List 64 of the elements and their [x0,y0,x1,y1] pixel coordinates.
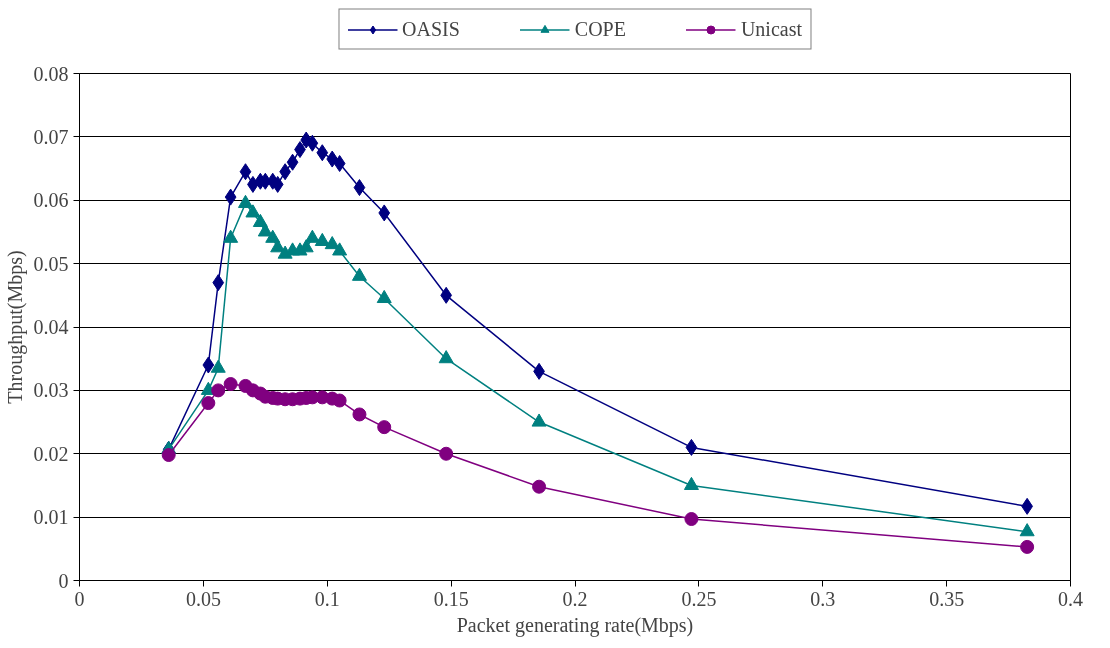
point [304,229,320,243]
y-axis-title: Throughput(Mbps) [3,250,27,404]
y-tick-label: 0.02 [33,442,69,465]
point [211,383,226,398]
legend-label: COPE [574,17,626,41]
point [252,213,268,227]
point [201,396,216,411]
point [332,242,348,256]
point [685,438,698,456]
point [286,153,299,171]
y-tick-label: 0.07 [33,125,69,148]
point [351,267,367,281]
point [314,232,330,246]
x-tick-label: 0.2 [562,587,588,610]
point [245,204,261,218]
legend-label: Unicast [740,17,803,41]
point [224,188,237,206]
x-tick-label: 0.3 [810,587,836,610]
point [684,512,699,527]
x-tick-label: 0.35 [929,587,965,610]
point [1019,523,1035,537]
x-tick-label: 0.25 [681,587,717,610]
y-tick-label: 0.05 [33,252,69,275]
point [352,407,367,422]
point [306,134,319,152]
point [210,359,226,373]
y-tick-label: 0.01 [33,506,69,529]
point [353,179,366,197]
point [531,413,547,427]
point [532,479,547,494]
x-tick-label: 0.4 [1058,587,1083,610]
x-tick-label: 0.1 [314,587,340,610]
point [324,236,340,250]
y-tick-label: 0.03 [33,379,69,402]
point [326,150,339,168]
point [376,289,392,304]
y-tick-label: 0.04 [33,316,69,338]
point [161,448,176,462]
point [270,239,286,253]
point [223,229,239,243]
point [439,446,454,461]
point [257,223,273,237]
y-tick-label: 0.08 [33,62,69,85]
point [212,274,225,292]
y-tick-label: 0 [58,569,69,592]
legend-label: OASIS [401,17,460,41]
x-tick-label: 0.15 [433,587,469,610]
point [239,163,252,181]
point [202,356,215,374]
point [378,204,391,222]
point [223,377,238,392]
point [1020,539,1035,554]
point [438,350,454,364]
x-axis-title: Packet generating rate(Mbps) [456,613,694,637]
x-tick-label: 0 [74,587,85,610]
x-tick-label: 0.05 [185,587,221,610]
point [265,229,281,243]
point [316,144,329,162]
point [377,420,392,435]
point [333,154,346,172]
point [237,194,253,208]
point [332,393,347,408]
y-tick-label: 0.06 [33,189,69,212]
point [683,476,699,490]
